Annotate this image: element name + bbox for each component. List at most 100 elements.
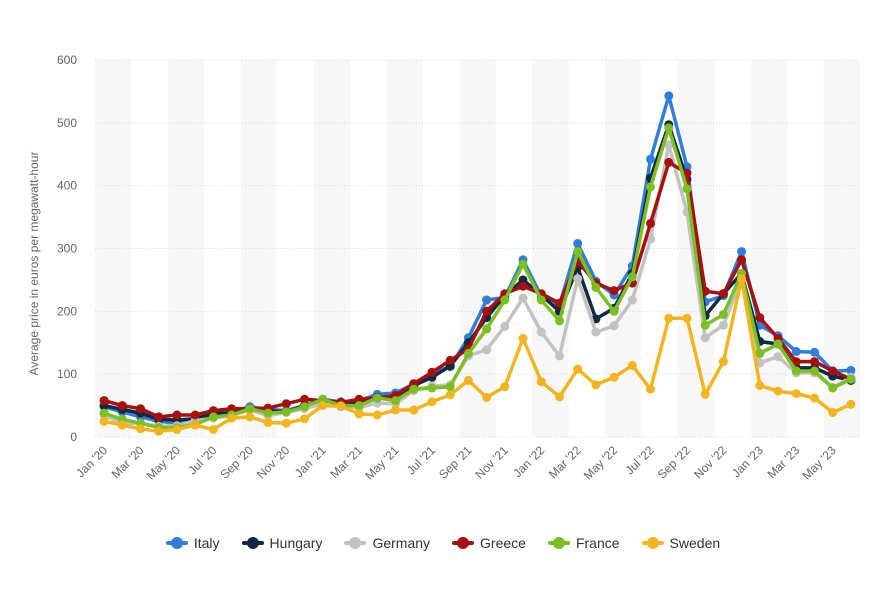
data-point <box>791 347 801 356</box>
x-tick-label: Mar '23 <box>764 443 802 481</box>
data-point <box>117 420 127 430</box>
data-point <box>136 424 145 434</box>
data-point <box>846 374 856 384</box>
data-point <box>482 295 492 305</box>
legend-item[interactable]: Greece <box>452 535 526 551</box>
y-tick-label: 300 <box>57 242 77 256</box>
data-point <box>718 357 728 367</box>
data-point <box>555 351 564 361</box>
x-tick-label: Mar '20 <box>109 443 147 481</box>
data-point <box>791 366 801 376</box>
data-point <box>154 412 164 422</box>
data-point <box>573 239 583 248</box>
y-axis-label: Average price in euros per megawatt-hour <box>27 152 41 376</box>
data-point <box>828 383 838 393</box>
data-point <box>445 390 455 400</box>
legend-item[interactable]: France <box>547 535 620 551</box>
plot-band <box>313 60 350 437</box>
data-point <box>828 408 838 417</box>
data-point <box>445 382 455 392</box>
data-point <box>591 327 601 337</box>
legend-item[interactable]: Italy <box>165 535 220 551</box>
data-point <box>336 401 346 411</box>
data-point <box>354 409 364 419</box>
data-point <box>718 289 728 299</box>
data-point <box>300 402 309 412</box>
data-point <box>281 399 291 409</box>
y-tick-label: 600 <box>57 53 77 67</box>
legend-item[interactable]: Hungary <box>241 535 322 551</box>
legend-marker <box>165 537 188 549</box>
y-tick-label: 500 <box>57 116 77 130</box>
data-point <box>281 407 291 417</box>
y-tick-label: 100 <box>57 367 77 381</box>
x-tick-label: May '21 <box>362 443 402 483</box>
y-tick-label: 0 <box>70 430 77 444</box>
data-point <box>773 386 783 396</box>
data-point <box>208 406 218 416</box>
data-point <box>536 377 546 387</box>
data-point <box>846 365 856 375</box>
data-point <box>391 396 400 406</box>
data-point <box>737 274 747 284</box>
x-tick-label: May '23 <box>799 443 839 483</box>
legend-marker <box>547 537 570 549</box>
x-tick-label: Sep '20 <box>218 443 257 482</box>
data-point <box>573 364 583 374</box>
data-point <box>810 357 819 367</box>
data-point <box>172 425 182 434</box>
data-point <box>664 157 674 167</box>
legend-marker <box>452 537 475 549</box>
data-point <box>227 404 237 414</box>
data-point <box>518 259 528 269</box>
data-point <box>154 426 164 436</box>
data-point <box>463 375 473 385</box>
data-point <box>281 418 291 428</box>
data-point <box>773 339 783 349</box>
data-point <box>245 404 255 414</box>
data-point <box>755 313 765 323</box>
data-point <box>664 313 674 323</box>
legend-marker <box>344 537 367 549</box>
x-tick-label: Mar '22 <box>546 443 584 481</box>
data-point <box>627 295 637 305</box>
data-point <box>718 320 728 330</box>
x-tick-label: Jan '20 <box>73 443 110 480</box>
data-point <box>227 413 237 423</box>
data-point <box>646 154 655 164</box>
legend-item[interactable]: Germany <box>344 535 430 551</box>
legend-item[interactable]: Sweden <box>641 535 720 551</box>
data-point <box>482 392 492 402</box>
data-point <box>500 382 510 392</box>
data-point <box>609 321 619 331</box>
data-point <box>536 327 546 337</box>
data-point <box>190 420 200 430</box>
data-point <box>208 425 218 434</box>
legend: Italy Hungary Germany Greece France Sweden <box>0 530 886 556</box>
data-point <box>627 360 637 370</box>
data-point <box>664 140 674 150</box>
data-point <box>828 366 838 376</box>
data-point <box>609 286 619 296</box>
legend-marker <box>241 537 264 549</box>
data-point <box>846 399 856 409</box>
data-point <box>810 366 819 376</box>
data-point <box>791 389 801 399</box>
x-tick-label: Jul '20 <box>185 443 219 477</box>
x-tick-label: Jan '22 <box>510 443 547 480</box>
data-point <box>737 247 747 257</box>
plot-band <box>459 60 496 437</box>
data-point <box>372 410 382 420</box>
data-point <box>427 367 437 377</box>
data-point <box>646 182 655 192</box>
data-point <box>445 355 455 365</box>
data-point <box>755 348 765 358</box>
data-point <box>354 394 364 404</box>
data-point <box>718 310 728 319</box>
data-point <box>208 412 218 422</box>
data-point <box>482 345 492 355</box>
y-tick-label: 400 <box>57 179 77 193</box>
legend-label: Greece <box>480 535 526 551</box>
data-point <box>700 286 710 296</box>
data-point <box>755 381 765 390</box>
